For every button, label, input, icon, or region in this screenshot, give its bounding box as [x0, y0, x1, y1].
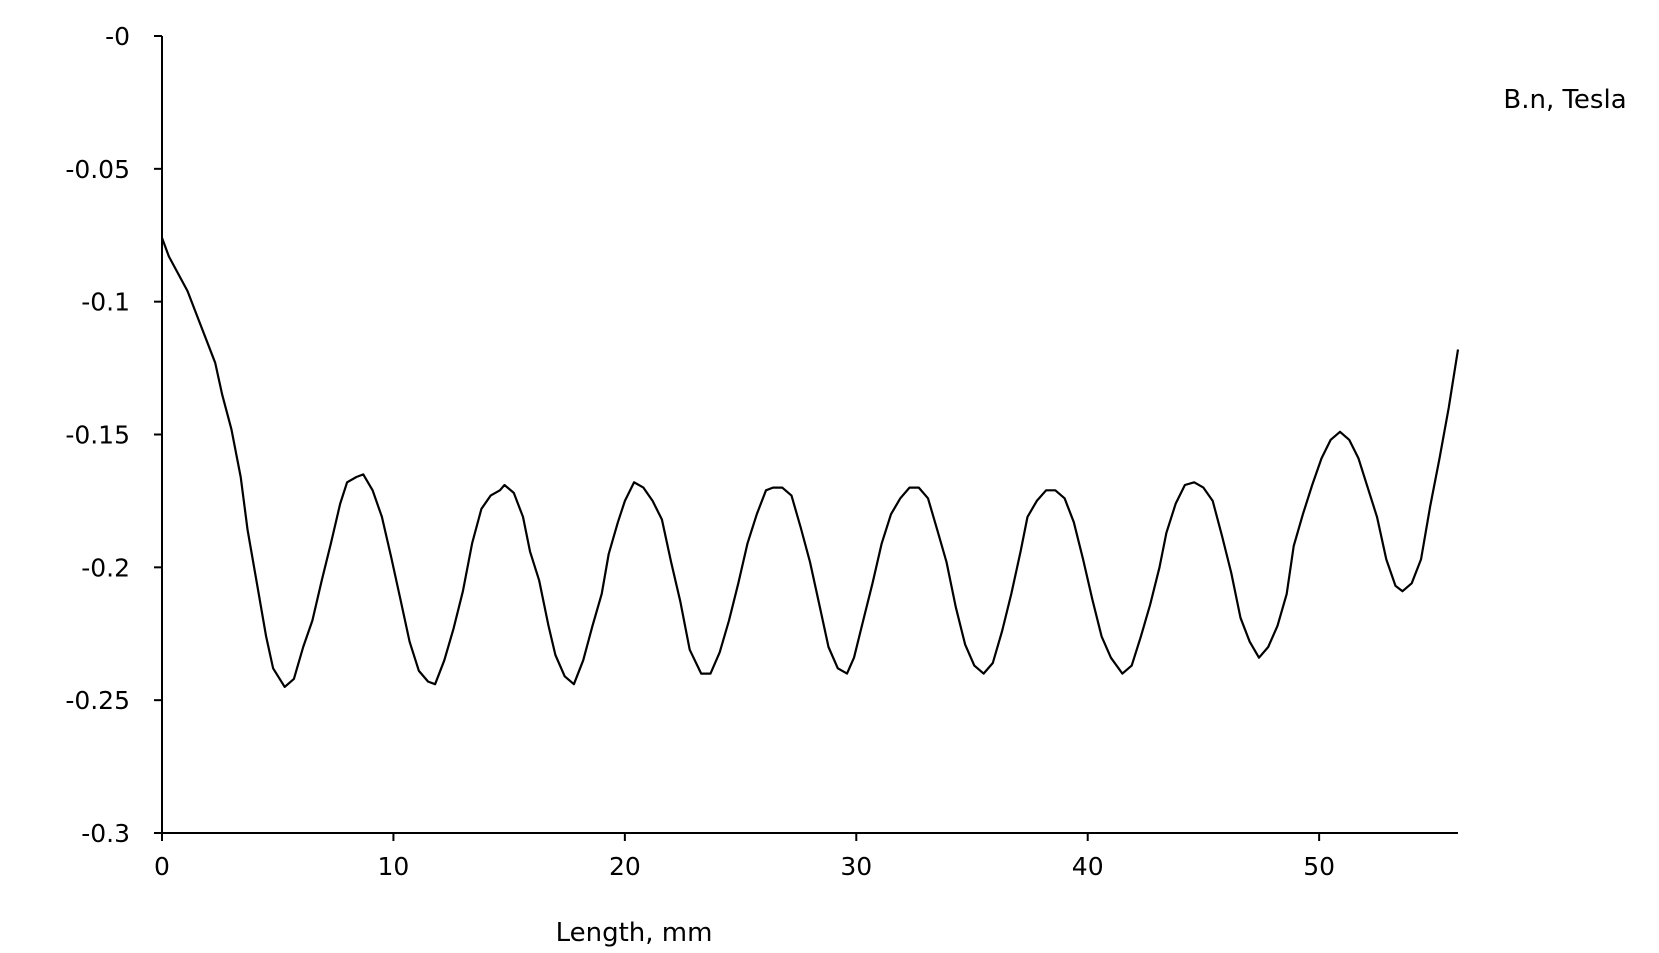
y-tick-label: -0.2: [81, 553, 130, 582]
x-tick-label: 50: [1303, 852, 1335, 881]
series-line: [160, 237, 1460, 688]
x-tick-label: 30: [840, 852, 872, 881]
y-tick-label: -0.15: [65, 421, 130, 450]
y-tick-label: -0.1: [81, 288, 130, 317]
y-tick-label: -0: [105, 22, 130, 51]
x-tick-label: 40: [1072, 852, 1104, 881]
x-tick-label: 20: [609, 852, 641, 881]
x-axis-label: Length, mm: [556, 918, 713, 948]
series-layer: [160, 237, 1460, 688]
x-tick-label: 10: [378, 852, 410, 881]
x-axis: 0 10 20 30 40 50: [154, 832, 1458, 881]
y-tick-label: -0.25: [65, 686, 130, 715]
y-tick-label: -0.05: [65, 155, 130, 184]
y-axis: -0 -0.05 -0.1 -0.15 -0.2 -0.25 -0.3: [65, 22, 163, 848]
y-tick-label: -0.3: [81, 819, 130, 848]
y-axis-label: B.n, Tesla: [1503, 85, 1626, 115]
x-tick-label: 0: [154, 852, 170, 881]
